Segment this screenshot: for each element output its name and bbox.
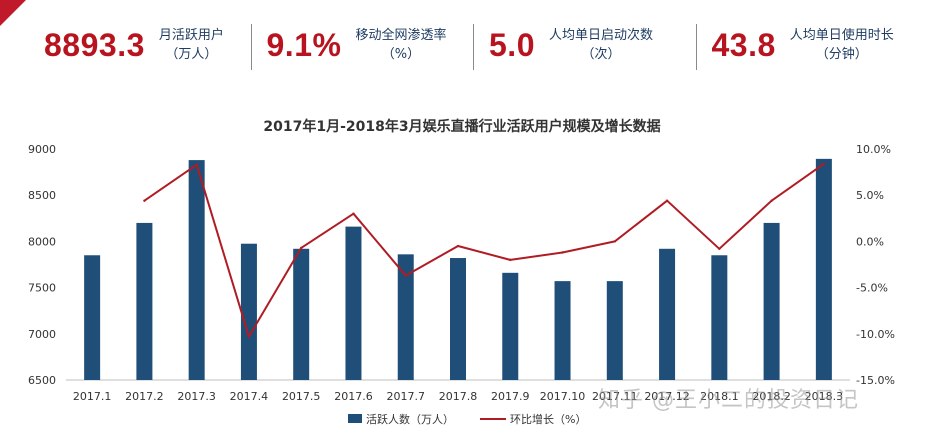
line-point (613, 240, 616, 243)
line-point (352, 212, 355, 215)
y-tick-label: 7000 (28, 328, 56, 341)
x-tick-label: 2017.10 (540, 390, 586, 403)
growth-line (143, 162, 825, 338)
kpi-label-name: 人均单日使用时长 (789, 28, 894, 43)
y-tick-label: 9000 (28, 143, 56, 156)
kpi-label-unit: （分钟） (815, 47, 868, 62)
y-tick-label: 8000 (28, 235, 56, 248)
bar (815, 158, 832, 380)
line-point (195, 163, 198, 166)
kpi-label-name: 移动全网渗透率 (355, 28, 447, 43)
line-point (718, 247, 721, 250)
x-tick-label: 2017.7 (386, 390, 425, 403)
bar (450, 258, 466, 380)
chart-title: 2017年1月-2018年3月娱乐直播行业活跃用户规模及增长数据 (263, 118, 660, 135)
x-tick-label: 2017.1 (73, 390, 112, 403)
line-point (247, 335, 251, 338)
kpi-daily-launches: 5.0 人均单日启动次数 （次） (473, 18, 696, 72)
line-point (509, 258, 512, 262)
bar (136, 222, 153, 380)
x-tick-label: 2018.2 (752, 390, 791, 403)
kpi-label-name: 月活跃用户 (158, 28, 224, 43)
bar (502, 272, 519, 380)
kpi-value: 9.1% (266, 26, 342, 63)
kpi-label: 人均单日使用时长 （分钟） (790, 26, 894, 64)
line-point (665, 199, 669, 202)
bar (84, 255, 101, 380)
bar (606, 281, 623, 380)
kpi-monthly-active-users: 8893.3 月活跃用户 （万人） (28, 18, 251, 72)
bar (554, 281, 571, 380)
kpi-value: 43.8 (711, 26, 776, 63)
x-tick-label: 2017.5 (282, 390, 321, 403)
line-point (456, 244, 460, 248)
x-tick-label: 2017.11 (592, 390, 638, 403)
x-tick-label: 2017.4 (230, 390, 269, 403)
bar (763, 222, 780, 380)
kpi-value: 5.0 (489, 26, 535, 63)
line-point (770, 199, 773, 202)
legend-bar-label: 活跃人数（万人） (366, 412, 454, 426)
y2-tick-label: -5.0% (856, 282, 888, 295)
kpi-daily-usage-time: 43.8 人均单日使用时长 （分钟） (695, 18, 919, 72)
y2-tick-label: -10.0% (856, 328, 895, 341)
line-point (404, 274, 407, 277)
kpi-label-unit: （次） (581, 47, 621, 62)
watermark-text: 知乎 @王小二的投资日记 (598, 388, 859, 413)
kpi-label: 月活跃用户 （万人） (159, 26, 224, 64)
x-tick-label: 2017.12 (644, 390, 690, 403)
y-tick-label: 7500 (28, 282, 56, 295)
legend-line-label: 环比增长（%） (510, 412, 586, 426)
y-tick-label: 6500 (28, 374, 56, 387)
line-point (300, 246, 303, 250)
kpi-label: 移动全网渗透率 （%） (355, 26, 446, 64)
y2-tick-label: -15.0% (856, 374, 895, 387)
kpi-label-unit: （%） (381, 47, 421, 62)
bar (240, 243, 257, 380)
x-tick-label: 2017.9 (491, 390, 530, 403)
line-point (143, 199, 146, 202)
y-tick-label: 8500 (28, 189, 56, 202)
x-tick-label: 2017.3 (177, 390, 216, 403)
chart-legend: 活跃人数（万人） 环比增长（%） (348, 412, 586, 426)
bar-series (84, 158, 832, 380)
legend-bar-swatch (348, 414, 362, 423)
y2-tick-label: 10.0% (856, 143, 891, 156)
line-point (822, 162, 826, 165)
x-tick-label: 2017.8 (439, 390, 478, 403)
kpi-penetration-rate: 9.1% 移动全网渗透率 （%） (250, 18, 474, 72)
bar (293, 248, 310, 380)
corner-accent-triangle (0, 0, 26, 26)
kpi-label-unit: （万人） (165, 47, 218, 62)
bar (397, 254, 414, 380)
kpi-bar: 8893.3 月活跃用户 （万人） 9.1% 移动全网渗透率 （%） 5.0 人… (28, 18, 918, 72)
bar (711, 255, 728, 380)
x-tick-label: 2018.1 (700, 390, 739, 403)
x-tick-label: 2017.2 (125, 390, 164, 403)
bar (345, 226, 362, 380)
line-point (561, 251, 564, 254)
y2-tick-label: 0.0% (856, 235, 884, 248)
kpi-label: 人均单日启动次数 （次） (549, 26, 653, 64)
line-series (143, 162, 826, 338)
y2-tick-label: 5.0% (856, 189, 884, 202)
bar (188, 160, 205, 380)
kpi-label-name: 人均单日启动次数 (548, 28, 653, 43)
bar (659, 248, 676, 380)
x-tick-label: 2017.6 (334, 390, 373, 403)
x-tick-label: 2018.3 (805, 390, 844, 403)
kpi-value: 8893.3 (44, 26, 145, 63)
